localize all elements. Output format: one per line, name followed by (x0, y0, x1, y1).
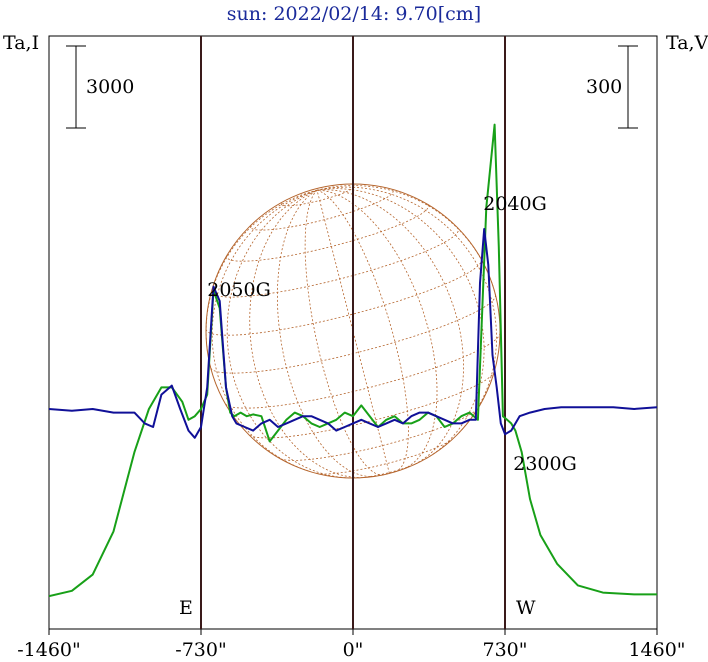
sun-meridian (277, 189, 375, 477)
annotation-layer: 2050G 2040G 2300G (207, 193, 577, 475)
right-scale-label: 300 (586, 76, 622, 98)
sun-meridian (316, 189, 438, 470)
x-tick-label: 730" (482, 639, 527, 661)
west-label: W (516, 597, 536, 619)
x-tick-label: 1460" (628, 639, 685, 661)
x-tick-label: -1460" (17, 639, 81, 661)
sun-parallel (210, 295, 496, 374)
x-axis: -1460" -730" 0" 730" 1460" (17, 629, 686, 661)
x-tick-label: 0" (343, 639, 364, 661)
annotation-label: 2050G (207, 279, 271, 301)
series-line-0 (49, 123, 657, 598)
sun-meridian (316, 188, 485, 459)
chart-title: sun: 2022/02/14: 9.70[cm] (227, 3, 481, 25)
y-axis-left-label: Ta,I (3, 32, 39, 54)
sun-meridian (211, 189, 318, 472)
sun-parallel (211, 227, 459, 298)
series-line-1 (49, 228, 657, 439)
left-scale-label: 3000 (86, 76, 134, 98)
series-layer (49, 123, 657, 598)
sun-parallel (205, 258, 482, 336)
sun-parallel (225, 333, 501, 409)
sun-parallel (358, 462, 419, 479)
sun-meridian (304, 189, 384, 476)
annotation-label: 2040G (483, 193, 547, 215)
scale-bars: 3000 300 (66, 45, 638, 129)
sun-meridian (316, 189, 409, 473)
sun-meridian (316, 186, 498, 434)
sun-parallel (249, 372, 495, 439)
sun-parallel (226, 203, 429, 262)
east-label: E (179, 597, 193, 619)
sun-parallel (281, 184, 356, 207)
y-axis-right-label: Ta,V (666, 32, 708, 54)
sun-parallel (280, 407, 479, 461)
sun-meridian (249, 189, 363, 478)
sun-meridian (316, 189, 465, 465)
x-tick-label: -730" (175, 639, 226, 661)
annotation-label: 2300G (513, 453, 577, 475)
sun-meridian (316, 190, 390, 474)
sun-parallel (250, 189, 394, 231)
